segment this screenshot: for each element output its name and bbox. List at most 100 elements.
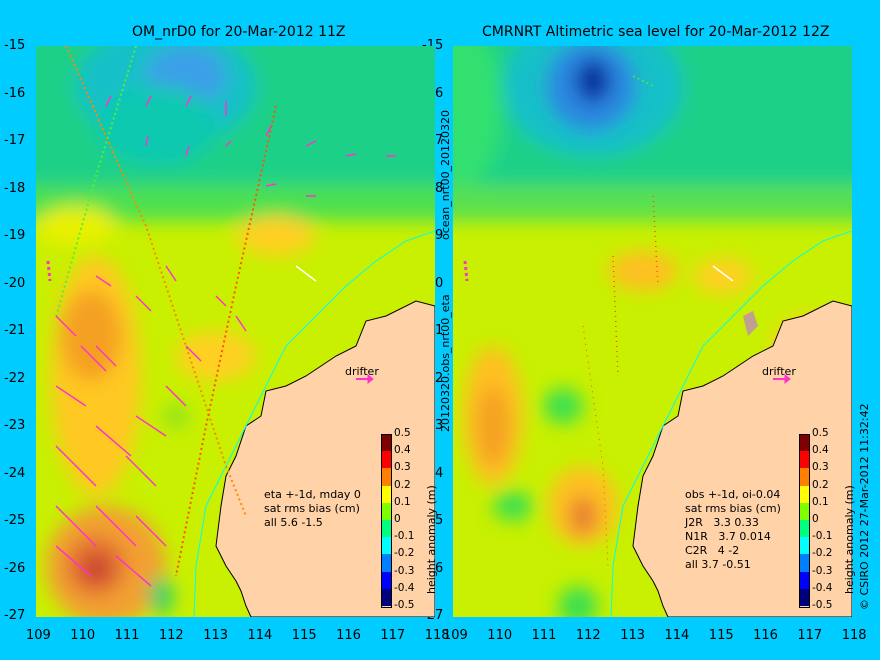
latitude-tick: -17 <box>4 133 26 148</box>
right-stats-note-5: C2R 4 -2 <box>685 544 740 557</box>
longitude-tick: 117 <box>797 628 823 643</box>
longitude-tick: 114 <box>247 628 273 643</box>
latitude-tick: -18 <box>4 180 26 196</box>
longitude-tick: 109 <box>26 628 51 643</box>
colorbar-tick: -0.1 <box>394 530 415 543</box>
colorbar-frame <box>799 434 810 608</box>
colorbar-tick: 0 <box>394 513 401 525</box>
longitude-tick: 114 <box>664 628 690 643</box>
latitude-tick: -15 <box>4 38 26 53</box>
latitude-tick: -26 <box>4 560 26 576</box>
right-stats-note-4: N1R 3.7 0.014 <box>685 530 771 543</box>
colorbar-segment <box>382 520 391 538</box>
left-sea-level-map <box>36 46 435 617</box>
colorbar-tick: -0.5 <box>812 599 833 611</box>
latitude-tick: -25 <box>4 513 26 528</box>
colorbar-segment <box>382 451 391 469</box>
latitude-tick: -20 <box>4 275 26 291</box>
colorbar-segment <box>382 485 391 504</box>
colorbar-tick: 0.3 <box>394 461 411 474</box>
longitude-tick: 110 <box>487 628 513 643</box>
longitude-tick: 111 <box>114 628 140 643</box>
longitude-tick: 113 <box>203 628 229 643</box>
colorbar-tick: 0.2 <box>812 478 829 491</box>
longitude-tick: 112 <box>575 628 601 643</box>
middle-top-label: ocean_nrt00_20120320 <box>439 109 452 240</box>
right-sea-level-map <box>453 46 852 617</box>
right-stats-note-2: sat rms bias (cm) <box>685 502 781 515</box>
colorbar-tick: 0 <box>812 513 819 525</box>
colorbar-tick: -0.2 <box>394 547 415 560</box>
longitude-tick: 112 <box>158 628 184 643</box>
colorbar-segment <box>382 554 391 573</box>
right-map-panel: drifter obs +-1d, oi-0.04 sat rms bias (… <box>453 46 852 617</box>
right-map-title: CMRNRT Altimetric sea level for 20-Mar-2… <box>482 24 830 40</box>
right-stats-note-1: obs +-1d, oi-0.04 <box>685 488 781 501</box>
colorbar-segment <box>382 468 391 487</box>
longitude-tick: 117 <box>380 628 406 643</box>
colorbar-tick: -0.5 <box>394 599 415 611</box>
colorbar-tick: 0.5 <box>812 427 829 439</box>
colorbar-segment <box>800 571 809 590</box>
colorbar-label: height anomaly (m) <box>425 485 438 594</box>
left-stats-note-3: all 5.6 -1.5 <box>264 516 323 529</box>
left-map-title: OM_nrD0 for 20-Mar-2012 11Z <box>132 24 346 40</box>
right-drifter-marker <box>773 373 791 385</box>
longitude-tick: 110 <box>70 628 96 643</box>
colorbar-segment <box>800 537 809 555</box>
colorbar-segment <box>382 434 391 452</box>
drifter-marker <box>356 373 374 385</box>
colorbar-tick: 0.1 <box>394 495 411 508</box>
colorbar-tick: 0.2 <box>394 478 411 491</box>
right-stats-note-3: J2R 3.3 0.33 <box>685 516 759 529</box>
latitude-tick: -22 <box>4 370 26 386</box>
longitude-tick: 118 <box>424 628 450 643</box>
longitude-tick: 111 <box>531 628 557 643</box>
left-stats-note-1: eta +-1d, mday 0 <box>264 488 361 501</box>
colorbar-tick: 0.4 <box>394 444 411 457</box>
copyright-label: © CSIRO 2012 27-Mar-2012 11:32:42 <box>858 403 871 610</box>
longitude-tick: 116 <box>753 628 778 643</box>
latitude-tick: -16 <box>4 85 26 101</box>
left-map-panel: drifter eta +-1d, mday 0 sat rms bias (c… <box>36 46 435 617</box>
colorbar-segment <box>382 571 391 590</box>
colorbar-tick: 0.1 <box>812 495 829 508</box>
colorbar-segment <box>800 588 809 607</box>
colorbar-tick: -0.4 <box>394 581 415 594</box>
colorbar-segment <box>800 451 809 469</box>
colorbar-tick: 0.3 <box>812 461 829 474</box>
colorbar-segment <box>800 554 809 573</box>
latitude-tick: -19 <box>4 228 26 243</box>
latitude-tick: -27 <box>4 608 26 623</box>
colorbar-tick: -0.1 <box>812 530 833 543</box>
colorbar-segment <box>382 537 391 555</box>
colorbar-tick: 0.4 <box>812 444 829 457</box>
right-stats-note-6: all 3.7 -0.51 <box>685 558 751 571</box>
longitude-tick: 109 <box>443 628 468 643</box>
latitude-tick: -21 <box>4 323 26 338</box>
colorbar-tick: -0.4 <box>812 581 833 594</box>
colorbar-segment <box>382 502 391 521</box>
colorbar-tick: 0.5 <box>394 427 411 439</box>
longitude-tick: 113 <box>620 628 646 643</box>
colorbar-segment <box>382 588 391 607</box>
colorbar-label: height anomaly (m) <box>843 485 856 594</box>
longitude-tick: 115 <box>708 628 734 643</box>
colorbar-frame <box>381 434 392 608</box>
colorbar-segment <box>800 502 809 521</box>
longitude-tick: 116 <box>336 628 361 643</box>
colorbar-tick: -0.3 <box>394 564 415 577</box>
colorbar-segment <box>800 434 809 452</box>
latitude-tick: -23 <box>4 418 26 433</box>
colorbar-segment <box>800 520 809 538</box>
right-drifter-label: drifter <box>762 365 796 378</box>
longitude-tick: 118 <box>841 628 867 643</box>
latitude-tick: -24 <box>4 465 26 481</box>
left-drifter-label: drifter <box>345 365 379 378</box>
colorbar-tick: -0.2 <box>812 547 833 560</box>
colorbar-segment <box>800 485 809 504</box>
colorbar-tick: -0.3 <box>812 564 833 577</box>
current-vectors <box>55 95 396 587</box>
colorbar-segment <box>800 468 809 487</box>
left-stats-note-2: sat rms bias (cm) <box>264 502 360 515</box>
